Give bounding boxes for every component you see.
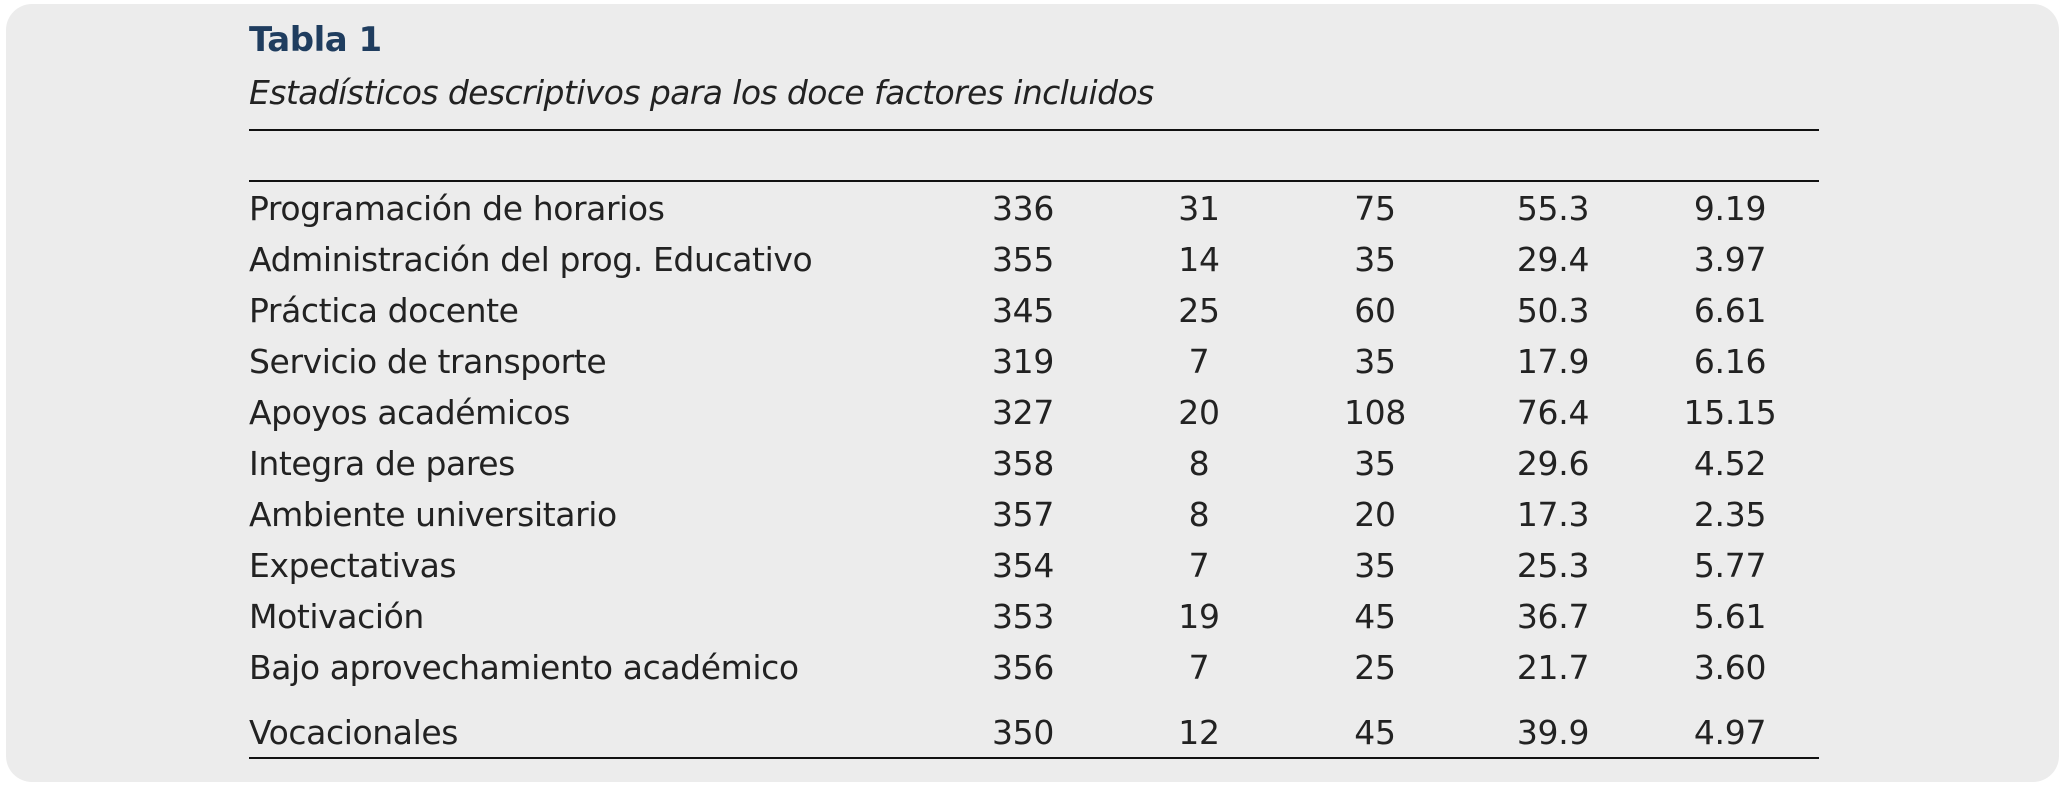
cell-value: 12 — [1178, 713, 1220, 752]
top-rule — [249, 129, 1819, 131]
table-row: Programación de horarios 336 31 75 55.3 … — [0, 185, 2063, 233]
cell-value: 345 — [991, 291, 1055, 330]
cell-value: 355 — [991, 240, 1055, 279]
table-row: Ambiente universitario 357 8 20 17.3 2.3… — [0, 491, 2063, 539]
row-label: Administración del prog. Educativo — [249, 240, 813, 279]
cell-value: 35 — [1354, 546, 1396, 585]
cell-value: 31 — [1178, 189, 1220, 228]
cell-value: 20 — [1354, 495, 1396, 534]
cell-value: 45 — [1354, 597, 1396, 636]
cell-value: 8 — [1188, 444, 1210, 483]
cell-value: 35 — [1354, 444, 1396, 483]
cell-value: 2.35 — [1693, 495, 1767, 534]
cell-value: 15.15 — [1683, 393, 1777, 432]
cell-value: 76.4 — [1516, 393, 1590, 432]
table-row: Administración del prog. Educativo 355 1… — [0, 236, 2063, 284]
row-label: Expectativas — [249, 546, 457, 585]
table-row: Apoyos académicos 327 20 108 76.4 15.15 — [0, 389, 2063, 437]
table-row: Bajo aprovechamiento académico 356 7 25 … — [0, 644, 2063, 692]
row-label: Motivación — [249, 597, 424, 636]
cell-value: 6.61 — [1693, 291, 1767, 330]
cell-value: 4.52 — [1693, 444, 1767, 483]
table-row: Integra de pares 358 8 35 29.6 4.52 — [0, 440, 2063, 488]
cell-value: 3.60 — [1693, 648, 1767, 687]
row-label: Servicio de transporte — [249, 342, 607, 381]
cell-value: 5.61 — [1693, 597, 1767, 636]
row-label: Vocacionales — [249, 713, 459, 752]
cell-value: 55.3 — [1516, 189, 1590, 228]
cell-value: 45 — [1354, 713, 1396, 752]
cell-value: 35 — [1354, 240, 1396, 279]
cell-value: 350 — [991, 713, 1055, 752]
cell-value: 8 — [1188, 495, 1210, 534]
bottom-rule — [249, 757, 1819, 759]
cell-value: 29.6 — [1516, 444, 1590, 483]
cell-value: 60 — [1354, 291, 1396, 330]
cell-value: 75 — [1354, 189, 1396, 228]
cell-value: 336 — [991, 189, 1055, 228]
table-row: Servicio de transporte 319 7 35 17.9 6.1… — [0, 338, 2063, 386]
cell-value: 50.3 — [1516, 291, 1590, 330]
cell-value: 17.3 — [1516, 495, 1590, 534]
row-label: Programación de horarios — [249, 189, 665, 228]
row-label: Integra de pares — [249, 444, 515, 483]
cell-value: 357 — [991, 495, 1055, 534]
cell-value: 356 — [991, 648, 1055, 687]
cell-value: 5.77 — [1693, 546, 1767, 585]
row-label: Apoyos académicos — [249, 393, 570, 432]
cell-value: 6.16 — [1693, 342, 1767, 381]
cell-value: 21.7 — [1516, 648, 1590, 687]
table-title: Tabla 1 — [249, 20, 382, 60]
cell-value: 4.97 — [1693, 713, 1767, 752]
cell-value: 20 — [1178, 393, 1220, 432]
cell-value: 327 — [991, 393, 1055, 432]
cell-value: 7 — [1188, 342, 1210, 381]
cell-value: 36.7 — [1516, 597, 1590, 636]
cell-value: 7 — [1188, 648, 1210, 687]
cell-value: 358 — [991, 444, 1055, 483]
cell-value: 3.97 — [1693, 240, 1767, 279]
cell-value: 39.9 — [1516, 713, 1590, 752]
table-row: Expectativas 354 7 35 25.3 5.77 — [0, 542, 2063, 590]
row-label: Ambiente universitario — [249, 495, 617, 534]
cell-value: 35 — [1354, 342, 1396, 381]
cell-value: 319 — [991, 342, 1055, 381]
table-row: Práctica docente 345 25 60 50.3 6.61 — [0, 287, 2063, 335]
cell-value: 108 — [1343, 393, 1407, 432]
cell-value: 25 — [1354, 648, 1396, 687]
row-label: Bajo aprovechamiento académico — [249, 648, 799, 687]
table-row: Vocacionales 350 12 45 39.9 4.97 — [0, 709, 2063, 757]
row-label: Práctica docente — [249, 291, 519, 330]
table-subtitle: Estadísticos descriptivos para los doce … — [249, 73, 1154, 112]
cell-value: 7 — [1188, 546, 1210, 585]
cell-value: 25.3 — [1516, 546, 1590, 585]
cell-value: 354 — [991, 546, 1055, 585]
cell-value: 9.19 — [1693, 189, 1767, 228]
cell-value: 19 — [1178, 597, 1220, 636]
cell-value: 353 — [991, 597, 1055, 636]
table-panel — [6, 4, 2059, 782]
table-row: Motivación 353 19 45 36.7 5.61 — [0, 593, 2063, 641]
cell-value: 25 — [1178, 291, 1220, 330]
cell-value: 17.9 — [1516, 342, 1590, 381]
cell-value: 14 — [1178, 240, 1220, 279]
cell-value: 29.4 — [1516, 240, 1590, 279]
header-rule — [249, 180, 1819, 182]
